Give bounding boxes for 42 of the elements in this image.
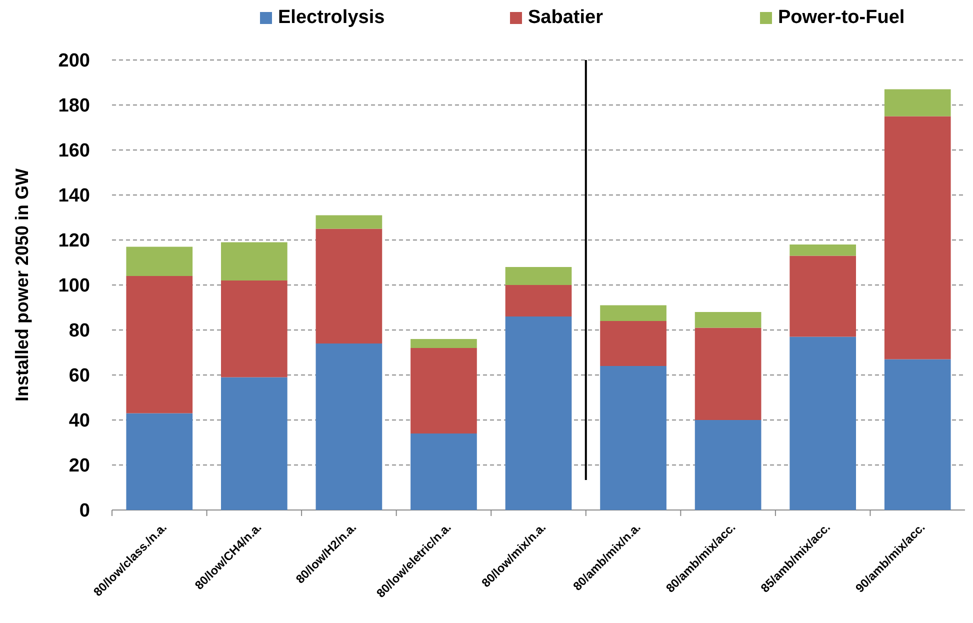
bar [126, 246, 193, 276]
y-tick-label: 0 [79, 500, 90, 522]
y-tick-label: 160 [58, 140, 90, 162]
bar [600, 321, 666, 366]
bar [410, 339, 477, 348]
bar [694, 328, 762, 420]
y-tick-label: 60 [68, 366, 90, 387]
legend-label: Sabatier [528, 7, 604, 28]
bar [410, 434, 477, 510]
bar [316, 344, 382, 510]
y-tick-label: 120 [58, 230, 90, 252]
bar [220, 377, 288, 510]
legend-label: Electrolysis [278, 7, 385, 28]
bar [316, 228, 382, 344]
y-tick-label: 80 [68, 320, 90, 342]
bar [600, 305, 666, 321]
y-tick-label: 140 [58, 186, 90, 207]
bar [220, 242, 288, 280]
bar [505, 316, 572, 510]
bar [316, 215, 382, 229]
y-tick-label: 100 [58, 276, 90, 297]
y-tick-label: 200 [58, 50, 90, 72]
y-tick-label: 40 [68, 410, 90, 432]
y-axis-title: Installed power 2050 in GW [12, 168, 32, 402]
bar [220, 280, 288, 378]
bar [410, 348, 477, 434]
bar [505, 267, 572, 285]
y-tick-label: 20 [68, 456, 90, 477]
bar [694, 420, 762, 510]
bar [790, 244, 856, 256]
bar [884, 89, 951, 116]
bar [600, 366, 666, 510]
bar [505, 285, 572, 316]
bar [790, 336, 856, 510]
bar [694, 312, 762, 328]
bar [884, 359, 951, 510]
bar [126, 276, 193, 414]
bar [126, 413, 193, 510]
legend-label: Power-to-Fuel [778, 7, 905, 28]
y-tick-label: 180 [58, 96, 90, 117]
bar [790, 256, 856, 337]
bar [884, 116, 951, 360]
